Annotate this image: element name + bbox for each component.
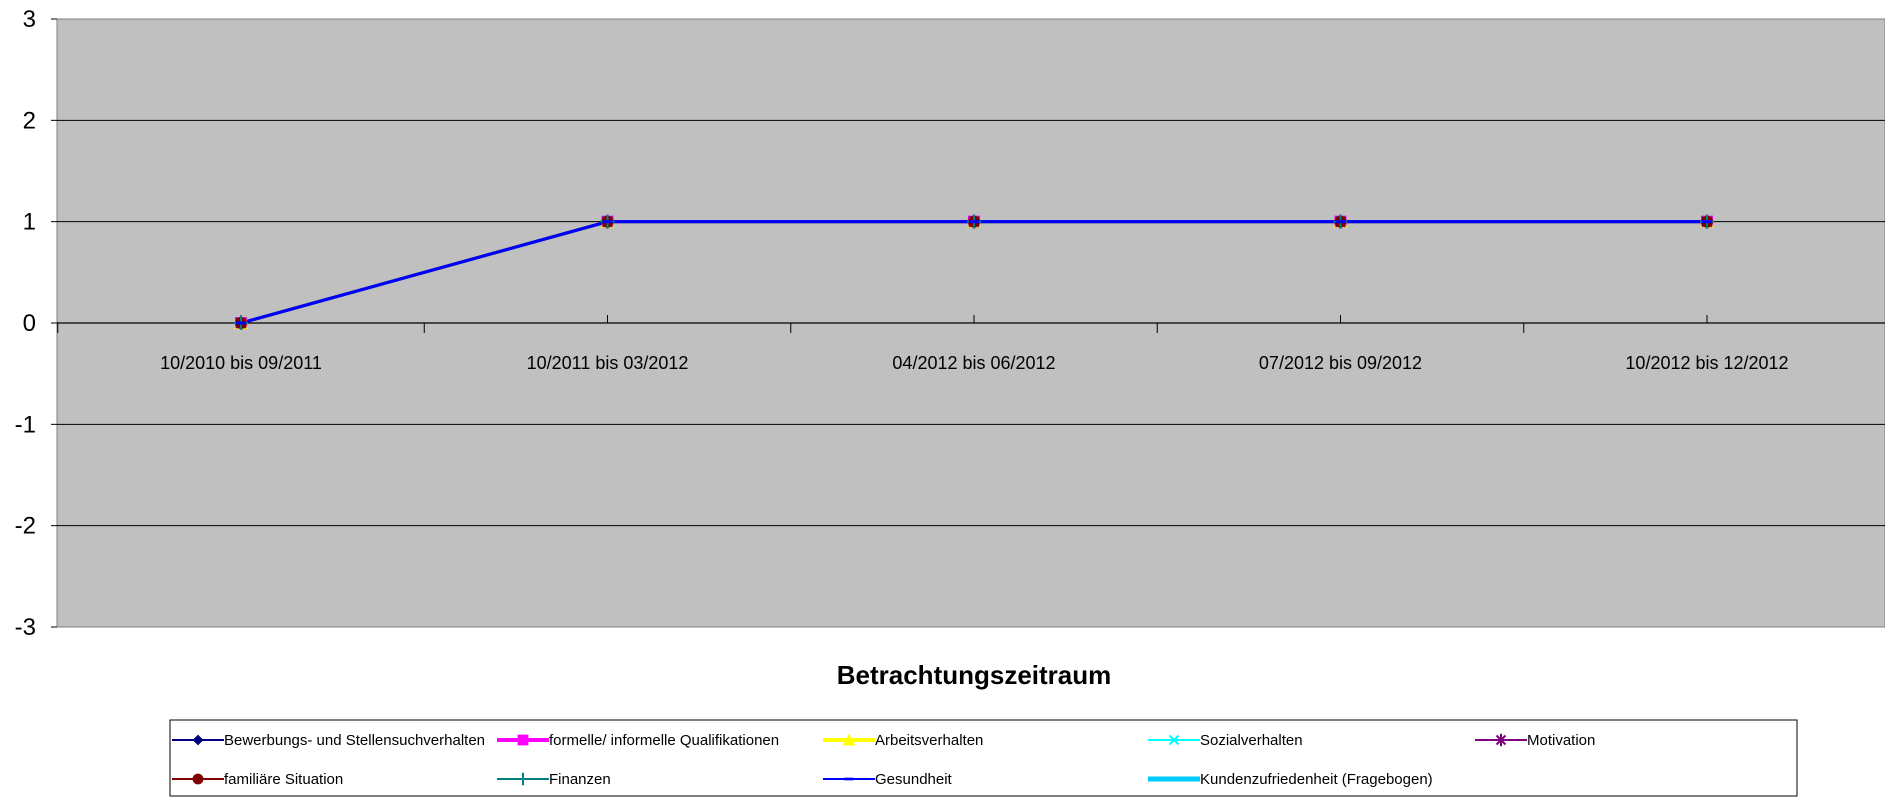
data-point [842,733,856,746]
y-tick-label: 1 [23,209,36,236]
y-tick-label: -2 [15,513,36,540]
legend: Bewerbungs- und Stellensuchverhalten form… [169,719,1798,797]
legend-item: familiäre Situation [172,771,343,788]
data-point [969,220,979,224]
legend-label: Arbeitsverhalten [875,732,983,749]
legend-label: Finanzen [549,771,611,788]
x-tick-label: 10/2010 bis 09/2011 [160,353,322,373]
y-tick-label: 3 [23,6,36,33]
data-point [1702,220,1712,224]
x-axis-title: Betrachtungszeitraum [837,660,1112,690]
data-point [602,220,613,224]
legend-label: formelle/ informelle Qualifikationen [549,732,779,749]
x-tick-label: 04/2012 bis 06/2012 [892,353,1055,373]
data-point [1335,220,1346,224]
data-point [516,772,530,786]
data-point [236,321,246,325]
legend-item: Motivation [1475,732,1595,749]
x-tick-label: 10/2012 bis 12/2012 [1625,353,1788,373]
x-tick-label: 10/2011 bis 03/2012 [527,353,689,373]
legend-item: formelle/ informelle Qualifikationen [497,732,779,749]
legend-label: Bewerbungs- und Stellensuchverhalten [224,732,485,749]
legend-label: Gesundheit [875,771,953,788]
data-point [517,734,529,746]
data-point [1495,733,1507,747]
legend-item: Sozialverhalten [1148,732,1303,749]
legend-label: Kundenzufriedenheit (Fragebogen) [1200,771,1433,788]
legend-item: Finanzen [497,771,611,788]
data-point [192,773,204,785]
series-markers [234,214,1714,330]
legend-box [169,719,1798,797]
legend-label: familiäre Situation [224,771,343,788]
y-axis: 3 2 1 0 -1 -2 -3 [15,6,57,641]
legend-item: Arbeitsverhalten [823,732,983,749]
legend-item: Kundenzufriedenheit (Fragebogen) [1148,771,1433,788]
y-tick-label: -1 [15,411,36,438]
data-point [1168,734,1180,746]
x-tick-label: 07/2012 bis 09/2012 [1259,353,1422,373]
y-tick-label: 0 [23,310,36,337]
data-point [192,734,204,746]
data-point [844,777,854,781]
legend-label: Sozialverhalten [1200,732,1303,749]
legend-item: Gesundheit [823,771,953,788]
y-tick-label: -3 [15,614,36,641]
x-axis: 10/2010 bis 09/2011 10/2011 bis 03/2012 04… [57,315,1885,373]
y-tick-label: 2 [23,107,36,134]
legend-label: Motivation [1527,732,1595,749]
legend-item: Bewerbungs- und Stellensuchverhalten [172,732,485,749]
